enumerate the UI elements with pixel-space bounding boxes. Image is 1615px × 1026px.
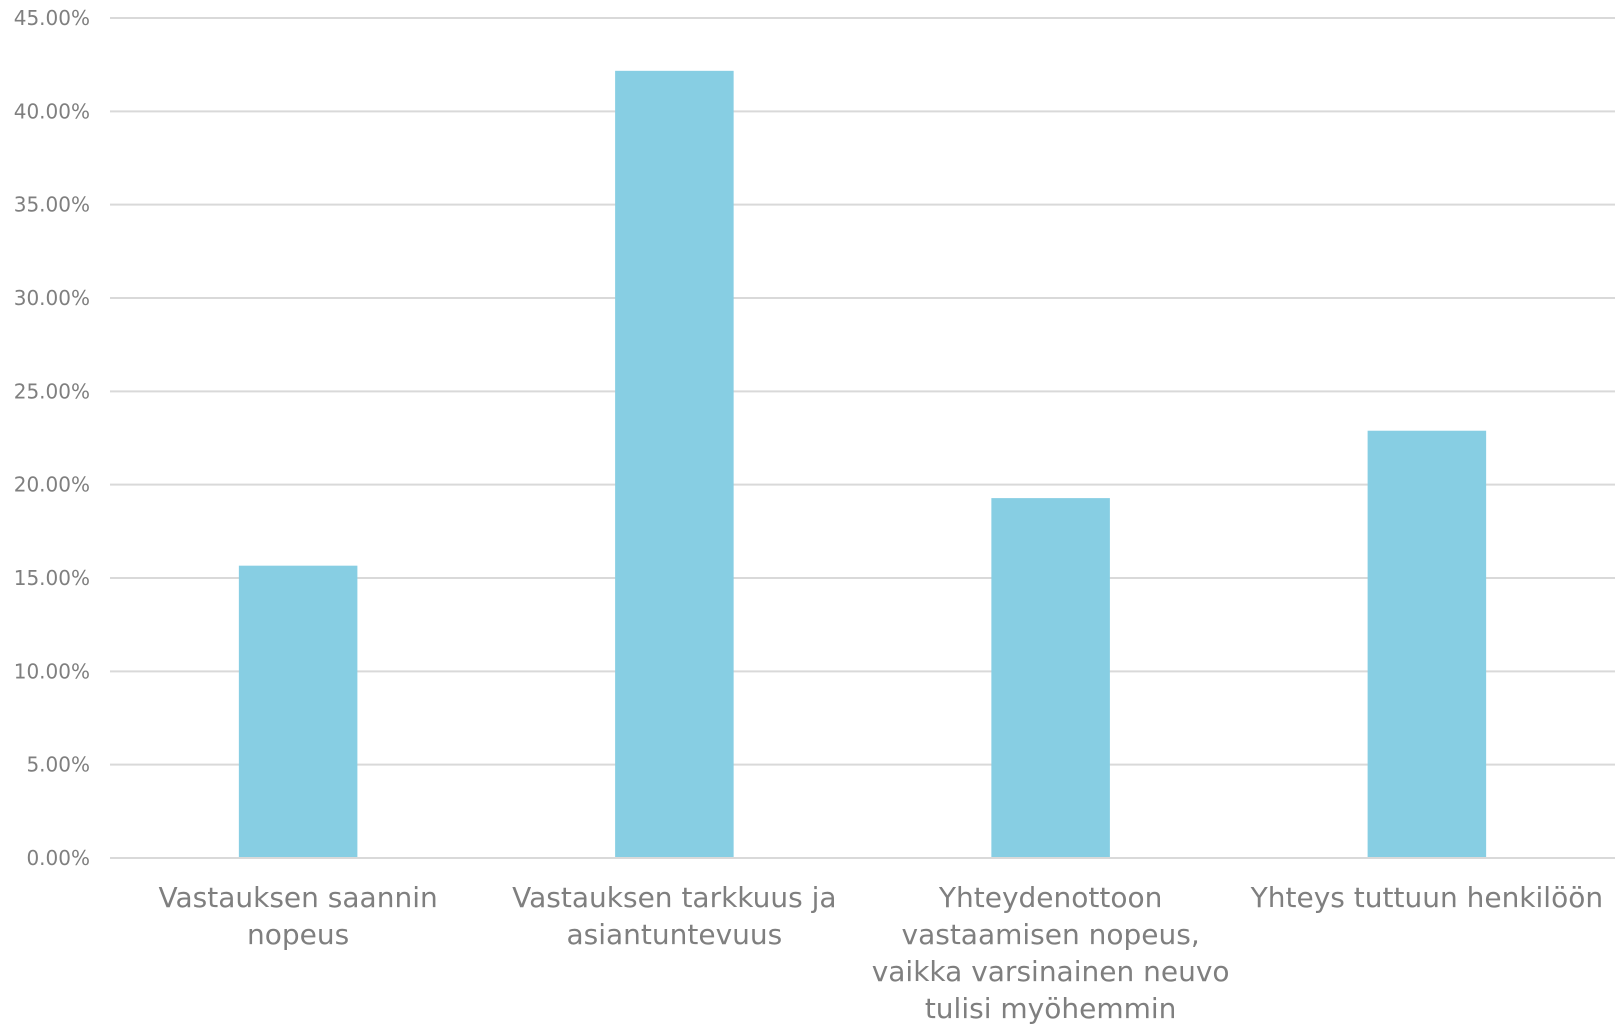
x-category-label-line: Yhteys tuttuun henkilöön xyxy=(1250,881,1603,914)
bar xyxy=(1367,430,1487,858)
y-tick-label: 25.00% xyxy=(14,379,90,403)
x-category-label-line: tulisi myöhemmin xyxy=(925,992,1177,1025)
bar xyxy=(238,565,358,858)
y-axis-tick-labels: 0.00% 5.00% 10.00% 15.00% 20.00% 25.00% 30.00%… xyxy=(14,6,90,870)
x-axis-category-labels: Vastauksen saannin nopeus Vastauksen tarkk… xyxy=(159,881,1604,1025)
x-category-label-line: Vastauksen saannin xyxy=(159,881,438,914)
y-tick-label: 45.00% xyxy=(14,6,90,30)
bar xyxy=(615,70,734,859)
y-tick-label: 20.00% xyxy=(14,473,90,497)
x-category-label-line: vastaamisen nopeus, xyxy=(902,918,1200,951)
x-category-label-line: asiantuntevuus xyxy=(566,918,782,951)
x-category-label-line: Vastauksen tarkkuus ja xyxy=(512,881,836,914)
y-tick-label: 5.00% xyxy=(26,753,90,777)
y-tick-label: 15.00% xyxy=(14,566,90,590)
x-category-label: Yhteydenottoon vastaamisen nopeus, vaikka … xyxy=(872,881,1230,1025)
y-tick-label: 0.00% xyxy=(26,846,90,870)
x-category-label: Vastauksen saannin nopeus xyxy=(159,881,438,951)
x-category-label-line: nopeus xyxy=(247,918,349,951)
x-category-label: Yhteys tuttuun henkilöön xyxy=(1250,881,1603,914)
y-tick-label: 30.00% xyxy=(14,286,90,310)
y-tick-label: 40.00% xyxy=(14,99,90,123)
x-category-label-line: vaikka varsinainen neuvo xyxy=(872,955,1230,988)
x-category-label-line: Yhteydenottoon xyxy=(938,881,1162,914)
bars xyxy=(238,70,1487,859)
y-tick-label: 35.00% xyxy=(14,193,90,217)
y-tick-label: 10.00% xyxy=(14,659,90,683)
bar xyxy=(991,498,1110,858)
gridlines xyxy=(110,17,1615,766)
x-category-label: Vastauksen tarkkuus ja asiantuntevuus xyxy=(512,881,836,951)
